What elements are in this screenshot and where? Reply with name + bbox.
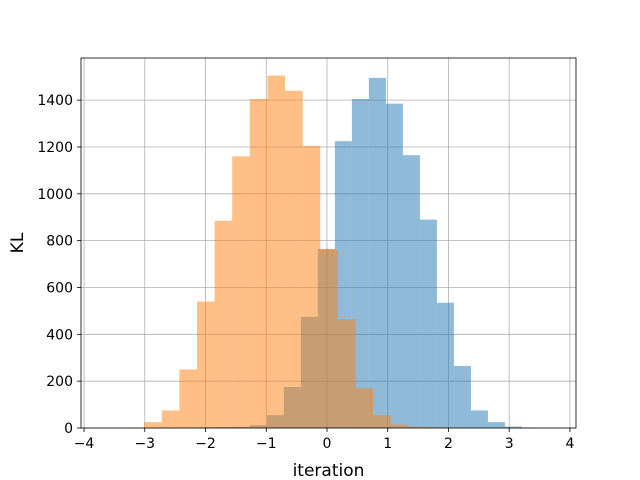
y-tick-label: 200 [46,374,73,390]
x-tick-label: 2 [444,436,453,452]
histogram-bar-series-1 [436,302,454,428]
y-tick-label: 600 [46,280,73,296]
histogram-bars [126,75,539,429]
histogram-bar-series-2 [249,98,268,428]
histogram-bar-series-2 [214,220,233,428]
histogram-bar-series-1 [385,103,403,429]
histogram-bar-series-1 [402,155,420,429]
histogram-bar-series-2 [179,369,198,428]
x-tick-label: −4 [74,436,95,452]
histogram-bar-series-2 [267,75,286,428]
axis-ticks: −4 −3 −2 −1 0 1 2 3 4 0 200 400 600 800 1000 1200 1400 [37,93,574,452]
x-tick-label: 0 [323,436,332,452]
histogram-bar-series-2 [355,388,374,428]
plot-frame [80,57,577,429]
histogram-bar-series-2 [373,415,391,428]
x-axis-label: iteration [293,461,365,480]
histogram-bar-series-2 [144,422,162,428]
y-axis-label: KL [8,232,28,253]
histogram-bar-series-2 [337,319,356,428]
x-tick-label: −3 [134,436,155,452]
histogram-bar-series-2 [232,156,250,428]
histogram-bar-series-2 [161,410,180,428]
x-tick-label: 1 [383,436,392,452]
y-tick-label: 0 [64,421,73,437]
y-tick-label: 1200 [37,140,73,156]
histogram-bar-series-2 [320,250,338,428]
histogram-bar-series-1 [368,77,386,428]
x-tick-label: 3 [505,436,514,452]
histogram-bar-series-1 [351,98,369,428]
histogram-bar-series-2 [197,301,215,428]
histogram-bar-series-1 [453,365,471,428]
histogram-bar-series-1 [419,219,437,428]
y-tick-label: 1000 [37,187,73,203]
histogram-bar-series-1 [470,410,488,428]
y-tick-label: 1400 [37,93,73,109]
y-tick-label: 400 [46,327,73,343]
histogram-bar-series-1 [504,426,522,428]
histogram-bar-series-2 [390,424,409,428]
x-tick-label: −1 [256,436,277,452]
histogram-bar-series-2 [302,145,321,428]
histogram-bar-series-2 [408,426,426,428]
x-tick-label: −2 [195,436,216,452]
histogram-bar-series-1 [487,422,505,428]
y-tick-label: 800 [46,234,73,250]
x-tick-label: 4 [565,436,574,452]
histogram-bar-series-2 [285,90,303,428]
